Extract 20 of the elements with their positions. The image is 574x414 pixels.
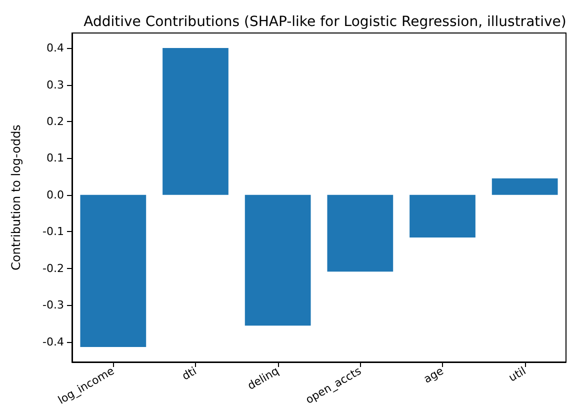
bar: [244, 194, 311, 326]
x-tick-label: util: [506, 364, 528, 384]
y-tick-label: 0.1: [46, 152, 64, 165]
y-tick-label: -0.4: [42, 335, 64, 348]
chart-title: Additive Contributions (SHAP-like for Logistic Regression, illustrative): [84, 14, 566, 30]
y-tick-label: 0.4: [46, 42, 64, 55]
y-tick-label: -0.3: [42, 298, 64, 312]
bar: [410, 194, 476, 238]
x-tick-label: dti: [180, 364, 199, 383]
y-tick-label: 0.2: [46, 114, 64, 128]
y-tick-label: -0.1: [42, 225, 64, 238]
bar: [492, 178, 558, 195]
y-axis-title: Contribution to log-odds: [9, 124, 23, 270]
y-tick-label: -0.2: [42, 262, 64, 275]
bar: [162, 48, 228, 195]
y-tick-label: 0.0: [46, 188, 64, 202]
x-tick-label: age: [422, 364, 446, 386]
bar: [327, 194, 394, 272]
y-tick-label: 0.3: [46, 78, 64, 92]
bar: [80, 194, 146, 347]
